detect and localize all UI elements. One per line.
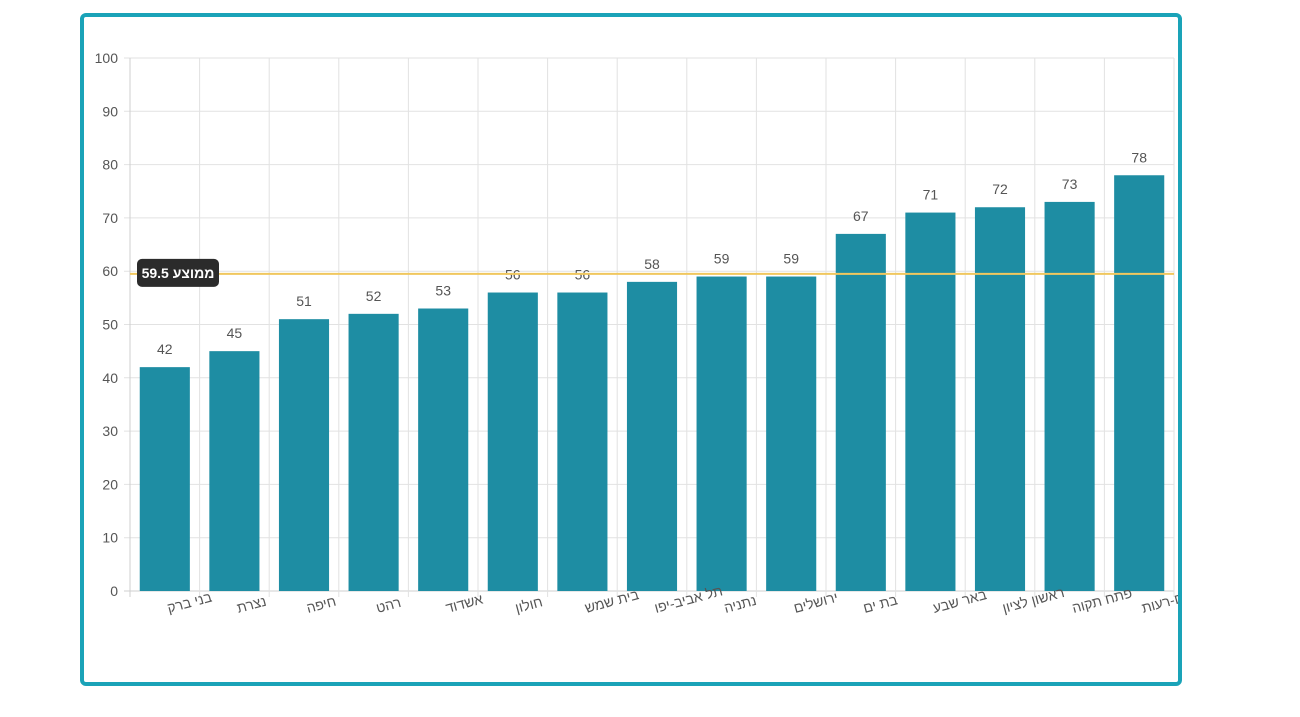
- bar: [209, 351, 260, 591]
- data-label: 59: [714, 251, 730, 267]
- bar: [696, 276, 747, 591]
- y-tick-label: 80: [102, 157, 118, 173]
- x-tick-label: ירושלים: [792, 589, 840, 616]
- x-tick-label: חיפה: [305, 593, 338, 616]
- bar: [835, 233, 886, 591]
- y-tick-label: 30: [102, 423, 118, 439]
- y-tick-label: 100: [95, 50, 119, 66]
- bar: [766, 276, 817, 591]
- y-tick-label: 0: [110, 583, 118, 599]
- data-label: 53: [435, 283, 451, 299]
- bar: [1044, 201, 1095, 591]
- average-label: ממוצע 59.5: [142, 265, 215, 281]
- y-tick-label: 20: [102, 476, 118, 492]
- y-tick-label: 90: [102, 103, 118, 119]
- bar: [139, 367, 190, 591]
- data-label: 45: [227, 325, 243, 341]
- y-tick-label: 10: [102, 530, 118, 546]
- data-label: 71: [923, 187, 939, 203]
- bar: [348, 313, 399, 591]
- data-label: 59: [783, 251, 799, 267]
- data-label: 72: [992, 181, 1008, 197]
- bar: [626, 281, 678, 591]
- y-tick-label: 50: [102, 317, 118, 333]
- bar: [278, 319, 330, 591]
- x-tick-label: נתניה: [722, 592, 758, 616]
- data-label: 51: [296, 293, 312, 309]
- y-tick-label: 40: [102, 370, 118, 386]
- data-label: 73: [1062, 176, 1078, 192]
- x-tick-label: רהט: [374, 594, 402, 616]
- x-tick-label: נצרת: [235, 593, 268, 616]
- data-label: 52: [366, 288, 382, 304]
- x-tick-label: בני ברק: [165, 589, 213, 616]
- x-tick-label: חולון: [513, 593, 544, 616]
- bar: [557, 292, 608, 591]
- average-label-badge: [137, 258, 219, 287]
- bar: [974, 207, 1026, 592]
- bar: [905, 212, 956, 591]
- x-tick-label: אשדוד: [444, 591, 485, 616]
- data-label: 67: [853, 208, 869, 224]
- data-label: 58: [644, 256, 660, 272]
- y-tick-label: 70: [102, 210, 118, 226]
- data-label: 78: [1131, 149, 1147, 165]
- y-tick-label: 60: [102, 263, 118, 279]
- bar: [1114, 175, 1165, 591]
- x-tick-label: בת ים: [861, 591, 899, 615]
- bar: [487, 292, 538, 591]
- data-label: 42: [157, 341, 173, 357]
- bar: [418, 308, 469, 591]
- chart-card: 0 10 20 30 40 50 60 70 80 90 100 42 45 51 52 53 56 56 58 59…: [80, 13, 1182, 686]
